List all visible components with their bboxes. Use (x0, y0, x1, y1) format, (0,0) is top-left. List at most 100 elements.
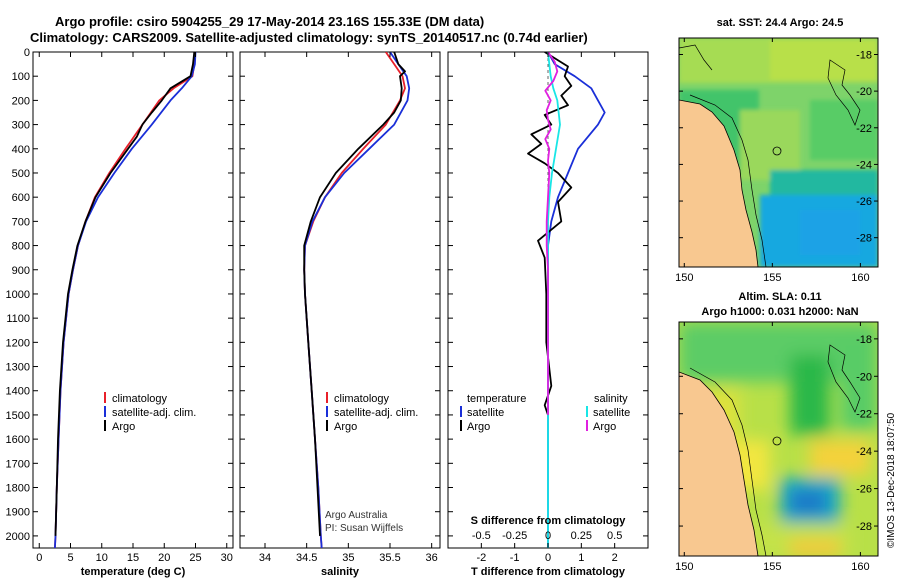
legend-label-t-satellite: satellite (467, 407, 504, 419)
figure-title-line1: Argo profile: csiro 5904255_29 17-May-20… (55, 14, 484, 29)
x-tick-label: 2 (612, 552, 618, 564)
reef-contour (827, 59, 861, 126)
sla-map-subtitle: Argo h1000: 0.031 h2000: NaN (701, 306, 858, 318)
x-tick-label: 34 (259, 552, 271, 564)
series-line-temperature-argo (527, 52, 573, 416)
lon-tick-label: 160 (851, 272, 869, 284)
land-australia (679, 99, 759, 267)
legend-title-temperature: temperature (467, 393, 526, 405)
salinity-legend: climatology satellite-adj. clim. Argo (326, 392, 418, 433)
s-tick-label: -0.25 (502, 530, 527, 542)
lat-tick-label: -22 (856, 123, 872, 135)
sla-map-panel: Altim. SLA: 0.11 Argo h1000: 0.031 h2000… (675, 291, 879, 573)
figure-title-line2: Climatology: CARS2009. Satellite-adjuste… (30, 30, 588, 45)
lon-tick-label: 150 (675, 272, 693, 284)
salinity-panel: 34 34.5 35 35.5 36 salinity climatology sate… (239, 51, 441, 578)
depth-tick-label: 1100 (6, 313, 30, 325)
series-line-argo (303, 52, 406, 536)
x-tick-label: 5 (67, 552, 73, 564)
legend-label-climatology: climatology (112, 393, 168, 405)
temperature-panel: 0100200300400500600700800900100011001200… (6, 47, 234, 578)
x-tick-label: 30 (221, 552, 233, 564)
sst-map-panel: sat. SST: 24.4 Argo: 24.5 150 155 160 -18 -2… (675, 17, 879, 284)
salinity-x-label: salinity (321, 566, 360, 578)
temperature-plot-frame (32, 51, 234, 549)
legend-label-s-argo: Argo (593, 421, 616, 433)
lat-tick-label: -22 (856, 409, 872, 421)
sst-map-title: sat. SST: 24.4 Argo: 24.5 (717, 17, 844, 29)
sla-map-field (679, 322, 878, 556)
depth-tick-label: 1200 (6, 337, 30, 349)
lat-tick-label: -26 (856, 196, 872, 208)
salinity-plot-frame (239, 51, 441, 549)
depth-tick-label: 1500 (6, 410, 30, 422)
imos-credit: ©IMOS 13-Dec-2018 18:07:50 (886, 412, 897, 548)
lon-tick-label: 155 (763, 272, 781, 284)
legend-swatch-t-satellite (460, 406, 462, 417)
credit-pi-name: PI: Susan Wijffels (325, 523, 403, 534)
x-tick-label: 0 (36, 552, 42, 564)
sla-map-title: Altim. SLA: 0.11 (738, 291, 821, 303)
series-line-salinity-argo (544, 52, 559, 415)
depth-tick-label: 2000 (6, 531, 30, 543)
legend-label-satellite: satellite-adj. clim. (112, 407, 196, 419)
legend-swatch-argo (326, 420, 328, 431)
legend-swatch-argo (104, 420, 106, 431)
lat-tick-label: -18 (856, 334, 872, 346)
legend-swatch-climatology (326, 392, 328, 403)
depth-tick-label: 900 (12, 265, 30, 277)
legend-title-salinity: salinity (594, 393, 628, 405)
legend-swatch-satellite (326, 406, 328, 417)
depth-tick-label: 700 (12, 216, 30, 228)
x-tick-label: 20 (158, 552, 170, 564)
legend-label-satellite: satellite-adj. clim. (334, 407, 418, 419)
x-tick-label: 36 (426, 552, 438, 564)
x-tick-label: 25 (189, 552, 201, 564)
depth-tick-label: 100 (12, 71, 30, 83)
legend-swatch-s-satellite (586, 406, 588, 417)
depth-tick-label: 1900 (6, 507, 30, 519)
s-tick-label: -0.5 (472, 530, 491, 542)
shelf-contour (689, 367, 767, 556)
s-tick-label: 0 (545, 530, 551, 542)
x-tick-label: 1 (578, 552, 584, 564)
legend-label-s-satellite: satellite (593, 407, 630, 419)
lat-tick-label: -20 (856, 86, 872, 98)
temperature-x-label: temperature (deg C) (81, 566, 186, 578)
lat-tick-label: -24 (856, 159, 872, 171)
argo-float-marker (772, 146, 782, 156)
x-tick-label: 15 (127, 552, 139, 564)
depth-tick-label: 1800 (6, 483, 30, 495)
lat-tick-label: -28 (856, 233, 872, 245)
sla-map-frame (678, 321, 879, 557)
reef-contour (827, 344, 861, 413)
depth-tick-label: 1700 (6, 458, 30, 470)
difference-legend: temperature satellite Argo salinity sate… (460, 393, 630, 433)
depth-tick-label: 200 (12, 95, 30, 107)
depth-tick-label: 1300 (6, 362, 30, 374)
lat-tick-label: -20 (856, 371, 872, 383)
coast-contour-top (679, 44, 713, 71)
s-tick-label: 0.25 (571, 530, 592, 542)
x-tick-label: -1 (510, 552, 520, 564)
difference-panel: -2 -1 0 1 2 -0.5 -0.25 0 0.25 0.5 S difference fr… (447, 51, 649, 578)
legend-swatch-climatology (104, 392, 106, 403)
lat-tick-label: -18 (856, 49, 872, 61)
lat-tick-label: -24 (856, 446, 872, 458)
credit-argo-australia: Argo Australia (325, 510, 388, 521)
legend-swatch-s-argo (586, 420, 588, 431)
x-tick-label: 10 (96, 552, 108, 564)
depth-tick-label: 300 (12, 120, 30, 132)
depth-tick-label: 1600 (6, 434, 30, 446)
temperature-legend: climatology satellite-adj. clim. Argo (104, 392, 196, 433)
s-difference-label: S difference from climatology (471, 515, 627, 527)
depth-tick-label: 400 (12, 144, 30, 156)
depth-tick-label: 1000 (6, 289, 30, 301)
lat-tick-label: -26 (856, 484, 872, 496)
series-line-salinity-satellite (547, 52, 561, 548)
depth-tick-label: 600 (12, 192, 30, 204)
x-tick-label: -2 (476, 552, 486, 564)
legend-label-t-argo: Argo (467, 421, 490, 433)
depth-tick-label: 500 (12, 168, 30, 180)
